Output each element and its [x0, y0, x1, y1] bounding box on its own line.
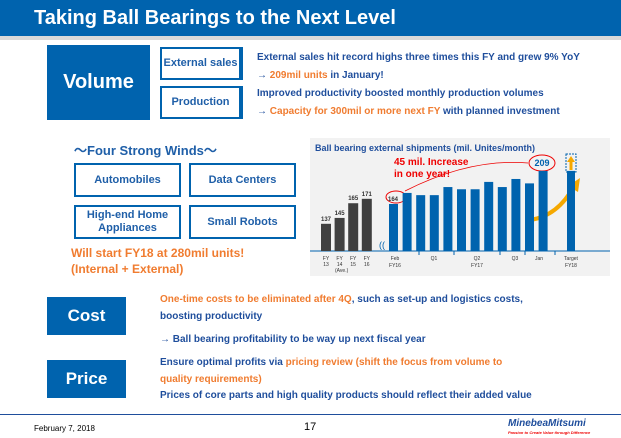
x-tick-label: 13	[323, 262, 329, 268]
axis-break-icon: ((	[379, 240, 385, 250]
x-tick-label: Q2	[474, 256, 481, 262]
price-box: Price	[47, 360, 126, 398]
volume-line-1: External sales hit record highs three ti…	[257, 52, 580, 63]
cost-line-2: boosting productivity	[160, 311, 263, 322]
footer-date: February 7, 2018	[34, 424, 95, 433]
shipments-chart: Ball bearing external shipments (mil. Un…	[310, 138, 610, 276]
data-label: 209	[534, 158, 549, 168]
annual-bar	[348, 203, 359, 251]
annual-bar	[321, 223, 331, 251]
x-tick-label: FY16	[389, 263, 401, 269]
cost-line-3: → Ball bearing profitability to be way u…	[160, 334, 426, 345]
price-line-3: Prices of core parts and high quality pr…	[160, 390, 532, 401]
up-arrow-icon	[567, 156, 575, 162]
winds-note-1: Will start FY18 at 280mil units!	[71, 246, 245, 260]
production-box: Production	[160, 86, 241, 119]
highlight: 209mil units	[269, 70, 328, 81]
monthly-bar	[443, 187, 453, 251]
highlight: One-time costs to be eliminated after 4Q	[160, 294, 352, 305]
data-label: 171	[362, 192, 373, 198]
x-tick-label: 16	[364, 262, 370, 268]
wind-home-appliances: High-end Home Appliances	[74, 205, 181, 239]
target-dashed-box	[565, 153, 577, 173]
text: with planned investment	[440, 106, 560, 117]
monthly-bar	[497, 187, 507, 251]
monthly-bar	[416, 195, 426, 251]
winds-note-2: (Internal + External)	[71, 262, 184, 276]
x-tick-label: Target	[564, 256, 579, 262]
x-tick-label: FY	[364, 256, 371, 262]
price-line-1: Ensure optimal profits via pricing revie…	[160, 357, 502, 368]
chart-svg: Ball bearing external shipments (mil. Un…	[310, 143, 610, 274]
monthly-bar	[525, 183, 534, 251]
x-tick-label: FY17	[471, 263, 483, 269]
volume-box: Volume	[47, 45, 150, 120]
x-tick-label: Jan	[535, 256, 543, 262]
x-tick-label: FY	[350, 256, 357, 262]
x-tick-label: FY18	[565, 263, 577, 269]
data-label: 137	[321, 217, 332, 223]
title-underline	[0, 36, 621, 40]
divider	[241, 86, 243, 119]
logo-tagline: Passion to Create Value through Differen…	[508, 430, 591, 435]
title-bar: Taking Ball Bearings to the Next Level	[0, 0, 621, 36]
price-line-2: quality requirements)	[160, 374, 262, 385]
annual-bar	[361, 198, 372, 251]
monthly-bar	[402, 192, 412, 251]
company-logo: MinebeaMitsumi	[508, 418, 586, 429]
data-label: 165	[348, 196, 359, 202]
x-tick-label: FY	[323, 256, 330, 262]
annotation-arrow	[404, 161, 529, 192]
volume-line-3: Improved productivity boosted monthly pr…	[257, 88, 544, 99]
x-tick-sublabel: (Ave.)	[335, 268, 349, 274]
data-label: 164	[388, 197, 399, 203]
x-tick-label: Q3	[512, 256, 519, 262]
page-number: 17	[304, 421, 317, 433]
monthly-bar	[511, 178, 521, 251]
monthly-bar	[538, 170, 548, 251]
text: Ensure optimal profits via	[160, 357, 286, 368]
annual-bar	[334, 217, 345, 251]
up-arrow-icon	[569, 162, 573, 170]
winds-title: ～Four Strong Winds～	[74, 143, 217, 158]
arrow: →	[257, 70, 270, 81]
wind-data-centers: Data Centers	[189, 163, 296, 197]
target-bar	[567, 170, 575, 251]
footer-divider	[0, 414, 621, 415]
data-label: 145	[335, 211, 346, 217]
text: , such as set-up and logistics costs,	[351, 294, 523, 305]
x-tick-label: 14	[337, 262, 343, 268]
monthly-bar	[457, 189, 466, 251]
annotation-line-1: 45 mil. Increase	[394, 157, 469, 168]
x-tick-label: Feb	[391, 256, 400, 262]
wind-automobiles: Automobiles	[74, 163, 181, 197]
monthly-bar	[470, 189, 480, 251]
external-sales-box: External sales	[160, 47, 241, 80]
arrow: →	[257, 106, 270, 117]
monthly-bar	[484, 181, 494, 251]
monthly-bar	[429, 195, 439, 251]
volume-line-2: → 209mil units in January!	[257, 70, 384, 81]
text: in January!	[327, 70, 384, 81]
cost-line-1: One-time costs to be eliminated after 4Q…	[160, 294, 523, 305]
annotation-line-2: in one year!	[394, 169, 450, 180]
wind-small-robots: Small Robots	[189, 205, 296, 239]
volume-line-4: → Capacity for 300mil or more next FY wi…	[257, 106, 560, 117]
x-tick-label: Q1	[431, 256, 438, 262]
highlight: Capacity for 300mil or more next FY	[269, 106, 441, 117]
chart-title: Ball bearing external shipments (mil. Un…	[315, 143, 535, 153]
x-tick-label: 15	[350, 262, 356, 268]
page-title: Taking Ball Bearings to the Next Level	[34, 7, 396, 29]
monthly-bar	[389, 203, 398, 251]
cost-box: Cost	[47, 297, 126, 335]
highlight: pricing review (shift the focus from vol…	[285, 357, 503, 368]
x-tick-label: FY	[336, 256, 343, 262]
divider	[241, 47, 243, 80]
